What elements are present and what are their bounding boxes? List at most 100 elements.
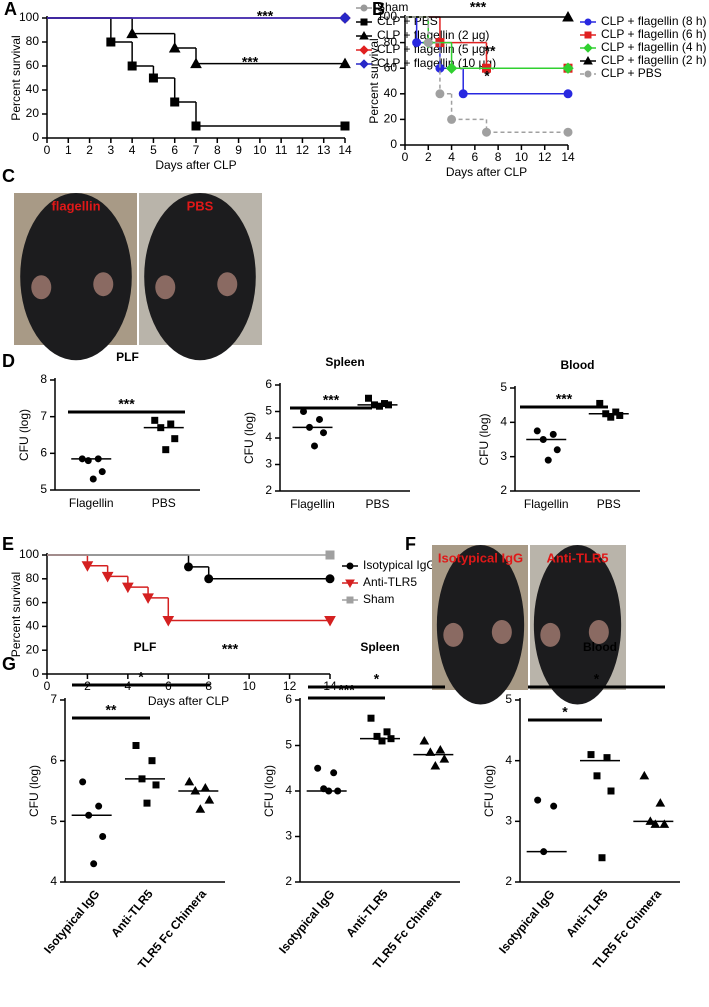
significance: *** [470,0,487,15]
x-tick-label: 9 [235,143,242,157]
legend-label: CLP + flagellin (2 h) [601,53,707,67]
y-tick-label: 6 [40,446,47,460]
y-axis-label: CFU (log) [242,412,256,464]
y-tick-label: 20 [26,642,40,656]
x-tick-label: Flagellin [69,496,114,510]
legend-label: CLP + flagellin (4 h) [601,40,707,54]
marker [148,757,156,765]
marker [162,446,170,454]
chart-title: Blood [561,358,595,372]
x-tick-label: Anti-TLR5 [343,887,391,940]
marker [659,819,670,828]
marker [99,833,107,840]
marker [584,70,592,78]
x-tick-label: Anti-TLR5 [563,887,611,940]
x-tick-label: 4 [448,150,455,164]
marker [339,57,351,69]
y-tick-label: 7 [50,692,57,706]
x-tick-label: 12 [296,143,310,157]
marker [316,415,323,423]
marker [376,402,383,410]
y-tick-label: 20 [26,106,40,120]
y-axis-label: CFU (log) [477,413,491,465]
legend-label: Sham [363,592,394,606]
y-tick-label: 5 [40,482,47,496]
y-axis-label: Percent survival [9,35,23,120]
panel-letter: G [2,654,16,674]
y-tick-label: 4 [265,430,272,444]
marker [98,468,106,476]
marker [346,562,354,570]
significance: *** [556,391,573,407]
marker [593,772,601,780]
chart-title: Spleen [325,355,364,369]
marker [360,4,368,12]
x-tick-label: 13 [317,143,331,157]
x-tick-label: 11 [275,143,288,157]
y-tick-label: 3 [500,449,507,463]
y-tick-label: 5 [265,404,272,418]
y-tick-label: 3 [265,457,272,471]
x-tick-label: Flagellin [524,497,569,511]
y-tick-label: 5 [285,738,292,752]
marker [553,446,561,454]
marker [89,475,97,483]
y-tick-label: 5 [500,380,507,394]
significance: * [374,671,380,687]
marker [339,12,351,24]
marker [171,435,179,443]
y-tick-label: 7 [40,409,47,423]
marker [533,427,541,435]
x-tick-label: Isotypical IgG [41,887,102,956]
significance: *** [242,54,259,70]
y-tick-label: 4 [505,753,512,767]
x-tick-label: 14 [561,150,575,164]
marker [325,574,335,584]
y-tick-label: 40 [384,86,398,100]
mouse-ear [491,620,512,644]
chart-title: PLF [116,350,139,364]
significance: *** [323,392,340,408]
marker [383,728,391,736]
mouse-body [436,545,525,705]
significance: *** [257,8,274,24]
marker [151,416,159,424]
significance: * [484,68,490,84]
legend-label: CLP + PBS [601,66,662,80]
photo-label: PBS [187,198,214,213]
y-tick-label: 80 [384,35,398,49]
significance: ** [485,43,496,59]
x-tick-label: 0 [44,143,51,157]
panel-letter: F [405,534,416,554]
y-tick-label: 40 [26,619,40,633]
x-tick-label: 1 [65,143,72,157]
y-tick-label: 80 [26,571,40,585]
y-tick-label: 4 [285,783,292,797]
x-tick-label: PBS [365,497,389,511]
x-axis-label: Days after CLP [148,694,229,708]
y-tick-label: 100 [377,9,397,23]
x-tick-label: Isotypical IgG [496,887,557,956]
panel-letter: A [4,0,17,19]
mouse-body [533,545,622,705]
marker [445,62,458,74]
mouse-ear [540,622,561,647]
mouse-ear [155,275,176,300]
marker [550,802,558,810]
marker [607,413,615,421]
marker [204,795,215,804]
marker [587,751,595,759]
marker [365,394,372,402]
marker [583,55,593,65]
marker [330,769,338,777]
y-axis-label: Percent survival [9,572,23,657]
marker [563,89,573,99]
marker [320,429,327,437]
y-axis-label: CFU (log) [482,765,496,817]
x-axis-label: Days after CLP [155,158,236,172]
x-tick-label: 8 [495,150,502,164]
y-tick-label: 2 [265,483,272,497]
marker [598,854,606,862]
chart-title: Blood [583,640,617,654]
y-tick-label: 100 [19,547,39,561]
